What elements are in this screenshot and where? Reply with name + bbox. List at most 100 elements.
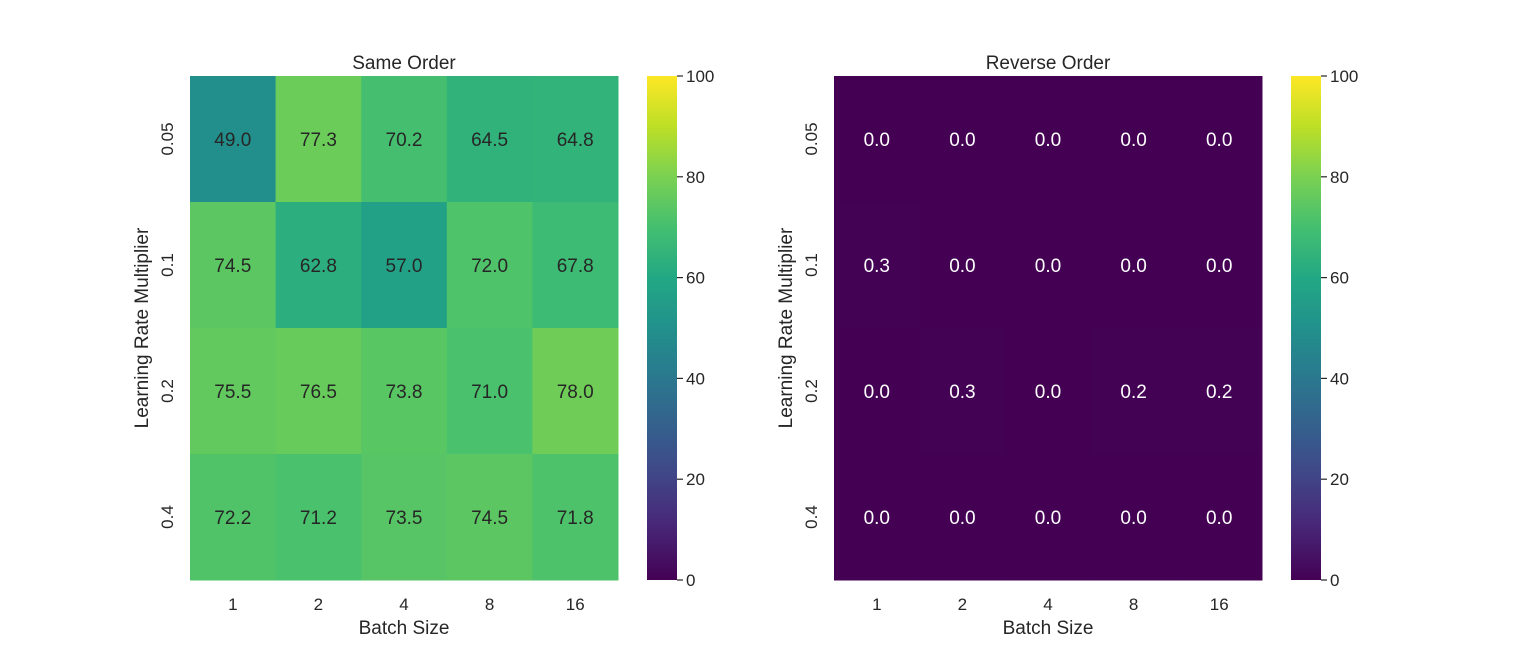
- heatmap-cell: [532, 202, 619, 329]
- heatmap-cell: [532, 76, 619, 203]
- cell-value-label: 0.0: [949, 130, 975, 151]
- cell-value-label: 73.5: [386, 508, 423, 529]
- heatmap-cell: [834, 328, 921, 455]
- cell-value-label: 64.8: [557, 130, 594, 151]
- colorbar-tick-label: 0: [1330, 571, 1339, 590]
- heatmap-cell: [361, 202, 448, 329]
- heatmap-cell: [275, 328, 362, 455]
- cell-value-label: 73.8: [386, 382, 423, 403]
- cell-value-label: 62.8: [300, 256, 337, 277]
- cell-value-label: 71.2: [300, 508, 337, 529]
- y-tick-label: 0.05: [158, 122, 177, 155]
- x-axis-label: Batch Size: [1003, 618, 1094, 639]
- cell-value-label: 0.0: [1035, 256, 1061, 277]
- cell-value-label: 0.0: [864, 508, 890, 529]
- heatmap-cell: [275, 202, 362, 329]
- colorbar: [647, 76, 677, 580]
- heatmap-cell: [361, 76, 448, 203]
- colorbar-tick-label: 100: [686, 67, 714, 86]
- cell-value-label: 0.0: [864, 130, 890, 151]
- cell-value-label: 0.0: [1120, 508, 1146, 529]
- x-tick-label: 4: [399, 595, 408, 614]
- colorbar-tick-label: 40: [1330, 369, 1349, 388]
- x-axis-label: Batch Size: [359, 618, 450, 639]
- y-tick-label: 0.4: [158, 505, 177, 529]
- heatmap-cell: [275, 454, 362, 581]
- chart-title: Same Order: [352, 53, 456, 74]
- heatmap-cell: [446, 328, 533, 455]
- x-tick-label: 16: [566, 595, 585, 614]
- cell-value-label: 0.0: [1035, 508, 1061, 529]
- x-tick-label: 16: [1210, 595, 1229, 614]
- heatmap-cell: [1090, 328, 1177, 455]
- heatmap-cell: [446, 202, 533, 329]
- heatmap-cell: [275, 76, 362, 203]
- heatmap-cell: [1005, 76, 1092, 203]
- heatmap-cell: [834, 454, 921, 581]
- colorbar-tick-label: 20: [686, 470, 705, 489]
- heatmap-cell: [1090, 454, 1177, 581]
- cell-value-label: 0.0: [1035, 382, 1061, 403]
- heatmap-cell: [190, 76, 277, 203]
- cell-value-label: 0.0: [1120, 130, 1146, 151]
- cell-value-label: 0.3: [949, 382, 975, 403]
- heatmap-cell: [361, 454, 448, 581]
- heatmap-cell: [190, 202, 277, 329]
- cell-value-label: 0.2: [1206, 382, 1232, 403]
- cell-value-label: 75.5: [214, 382, 251, 403]
- x-tick-label: 8: [485, 595, 494, 614]
- cell-value-label: 49.0: [214, 130, 251, 151]
- cell-value-label: 0.0: [949, 256, 975, 277]
- cell-value-label: 0.2: [1120, 382, 1146, 403]
- heatmap-cell: [919, 76, 1006, 203]
- y-tick-label: 0.05: [802, 122, 821, 155]
- x-tick-label: 2: [958, 595, 967, 614]
- x-tick-label: 8: [1129, 595, 1138, 614]
- y-axis-label: Learning Rate Multiplier: [776, 227, 797, 428]
- colorbar-tick-label: 60: [686, 269, 705, 288]
- cell-value-label: 72.2: [214, 508, 251, 529]
- colorbar-tick-label: 0: [686, 571, 695, 590]
- heatmap-cell: [1005, 202, 1092, 329]
- heatmap-cell: [532, 328, 619, 455]
- cell-value-label: 74.5: [471, 508, 508, 529]
- heatmap-cell: [919, 454, 1006, 581]
- heatmap-cell: [834, 76, 921, 203]
- cell-value-label: 74.5: [214, 256, 251, 277]
- y-tick-label: 0.4: [802, 505, 821, 529]
- cell-value-label: 0.0: [1120, 256, 1146, 277]
- y-tick-label: 0.2: [158, 379, 177, 403]
- cell-value-label: 0.0: [1206, 508, 1232, 529]
- x-tick-label: 1: [228, 595, 237, 614]
- cell-value-label: 57.0: [386, 256, 423, 277]
- colorbar-tick-label: 60: [1330, 269, 1349, 288]
- heatmap-cell: [919, 328, 1006, 455]
- heatmap-cell: [532, 454, 619, 581]
- cell-value-label: 64.5: [471, 130, 508, 151]
- colorbar: [1291, 76, 1321, 580]
- y-tick-label: 0.1: [802, 253, 821, 277]
- heatmap-cell: [361, 328, 448, 455]
- cell-value-label: 78.0: [557, 382, 594, 403]
- heatmap-cell: [834, 202, 921, 329]
- x-tick-label: 2: [314, 595, 323, 614]
- cell-value-label: 0.3: [864, 256, 890, 277]
- cell-value-label: 72.0: [471, 256, 508, 277]
- heatmap-cell: [1090, 202, 1177, 329]
- colorbar-tick-label: 100: [1330, 67, 1358, 86]
- y-tick-label: 0.2: [802, 379, 821, 403]
- heatmap-cell: [190, 454, 277, 581]
- heatmap-cell: [1005, 454, 1092, 581]
- heatmap-cell: [446, 76, 533, 203]
- colorbar-tick-label: 20: [1330, 470, 1349, 489]
- cell-value-label: 0.0: [1035, 130, 1061, 151]
- heatmap-cell: [1176, 454, 1263, 581]
- cell-value-label: 0.0: [1206, 130, 1232, 151]
- heatmap-cell: [919, 202, 1006, 329]
- heatmap-panel-2: Reverse Order 0.0 0.0 0.0 0.0 0.0 0.3 0.0 0.0 0.0…: [776, 53, 1358, 639]
- x-tick-label: 1: [872, 595, 881, 614]
- cell-value-label: 71.0: [471, 382, 508, 403]
- cell-value-label: 76.5: [300, 382, 337, 403]
- cell-value-label: 0.0: [864, 382, 890, 403]
- cell-value-label: 77.3: [300, 130, 337, 151]
